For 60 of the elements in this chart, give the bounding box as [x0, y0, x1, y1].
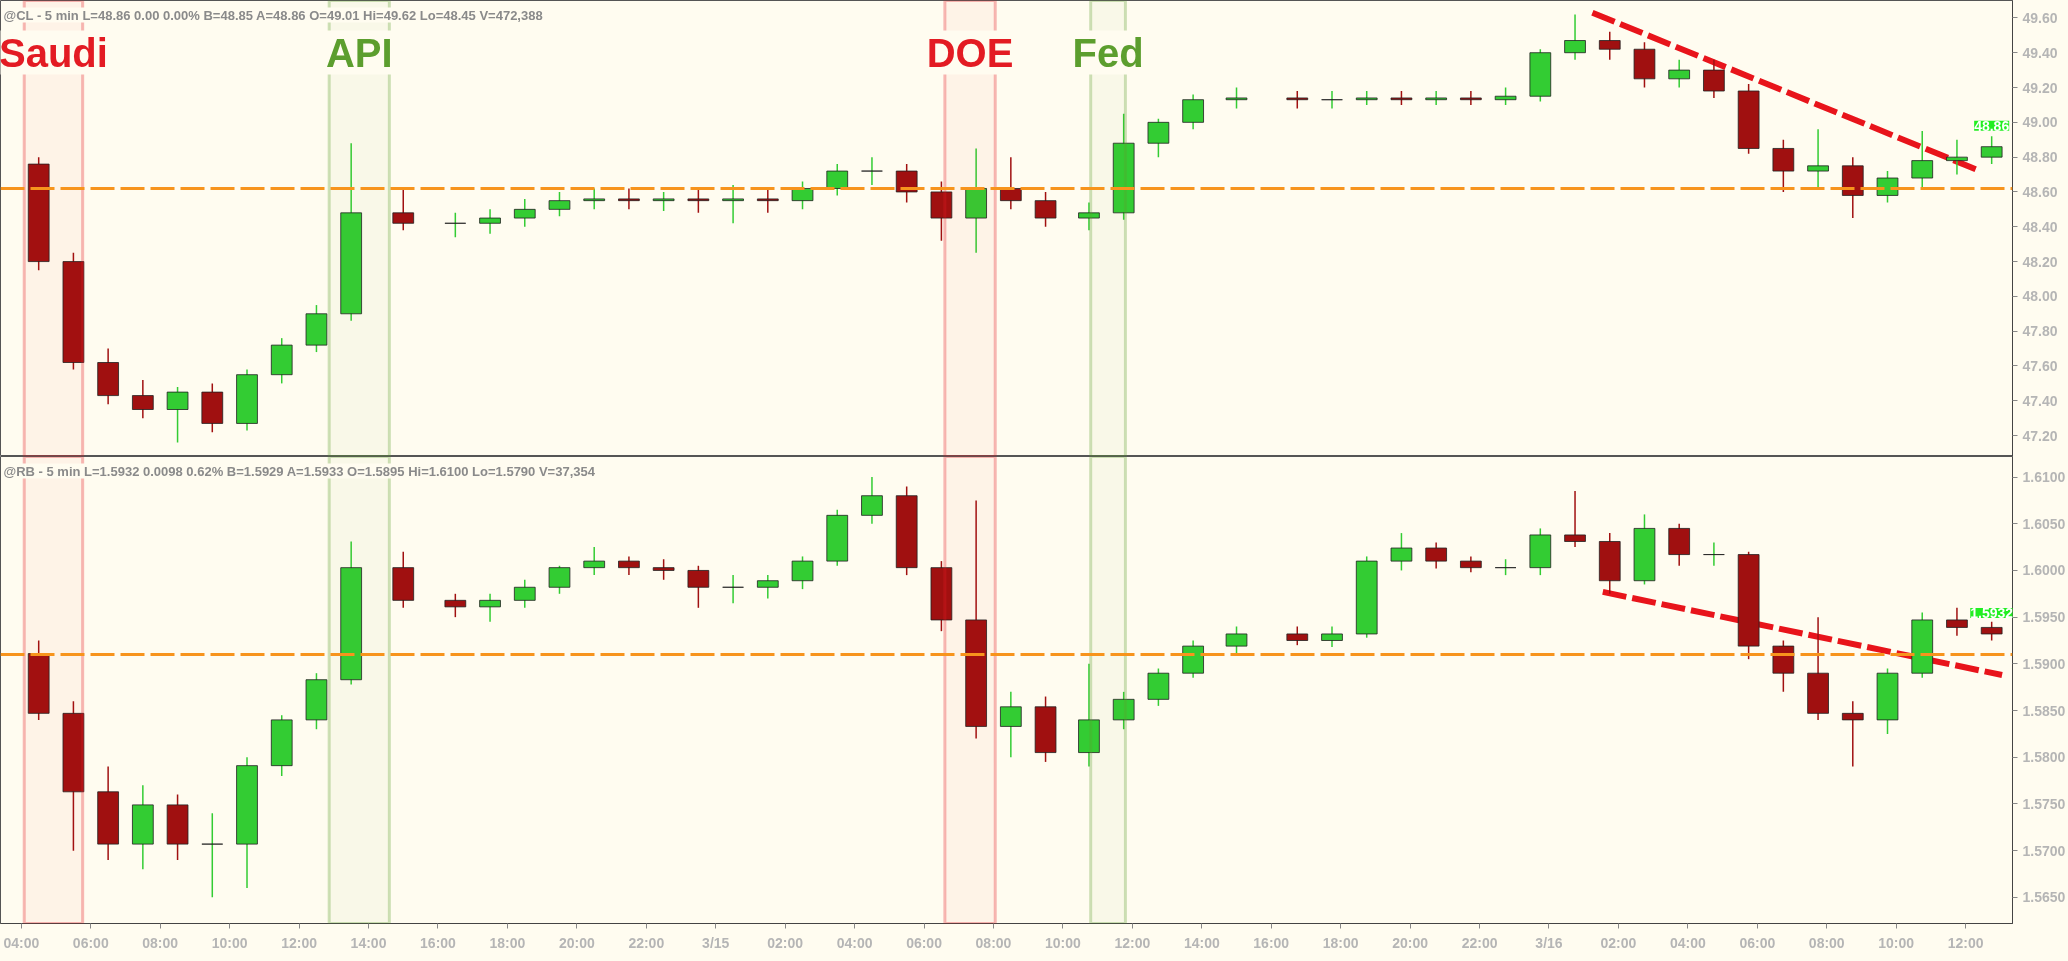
y-tick-label: 1.5900 — [2022, 655, 2066, 672]
x-tick-label: 04:00 — [1669, 934, 1706, 951]
band-label: DOE — [926, 30, 1014, 75]
y-tick-label: 1.6000 — [2022, 562, 2066, 579]
x-tick-label: 08:00 — [1808, 934, 1845, 951]
x-tick-label: 14:00 — [350, 934, 387, 951]
y-tick-label: 48.60 — [2022, 183, 2058, 200]
y-tick-label: 1.5700 — [2022, 842, 2066, 859]
y-tick-label: 48.00 — [2022, 288, 2058, 305]
x-tick-label: 08:00 — [975, 934, 1012, 951]
annotation: @CL - 5 min L=48.86 0.00 0.00% B=48.85 A=48.86 O=49.01 Hi=49.62 Lo=48.45 V=472,388 — [3, 7, 543, 23]
x-tick-label: 20:00 — [558, 934, 595, 951]
x-tick-label: 06:00 — [72, 934, 109, 951]
x-tick-label: 20:00 — [1392, 934, 1429, 951]
x-tick-label: 04:00 — [3, 934, 40, 951]
y-tick-label: 1.5750 — [2022, 795, 2066, 812]
y-tick-label: 49.60 — [2022, 9, 2058, 26]
x-tick-label: 10:00 — [211, 934, 248, 951]
x-tick-label: 06:00 — [1739, 934, 1776, 951]
x-tick-label: 18:00 — [1322, 934, 1359, 951]
x-tick-label: 3/15 — [702, 934, 730, 951]
y-tick-label: 47.80 — [2022, 323, 2058, 340]
x-tick-label: 08:00 — [142, 934, 179, 951]
band-label: API — [325, 30, 393, 75]
y-tick-label: 47.20 — [2022, 427, 2058, 444]
y-tick-label: 1.6100 — [2022, 469, 2066, 486]
x-tick-label: 3/16 — [1535, 934, 1563, 951]
y-tick-label: 1.5650 — [2022, 889, 2066, 906]
x-tick-label: 12:00 — [1114, 934, 1151, 951]
x-tick-label: 10:00 — [1878, 934, 1915, 951]
y-tick-label: 48.40 — [2022, 218, 2058, 235]
band-label: Saudi — [0, 30, 108, 75]
x-tick-label: 16:00 — [420, 934, 457, 951]
band-label: Fed — [1072, 30, 1144, 75]
x-tick-label: 18:00 — [489, 934, 526, 951]
x-tick-label: 02:00 — [1600, 934, 1637, 951]
y-tick-label: 47.40 — [2022, 392, 2058, 409]
y-tick-label: 1.5950 — [2022, 609, 2066, 626]
y-tick-label: 1.5850 — [2022, 702, 2066, 719]
annotation: @RB - 5 min L=1.5932 0.0098 0.62% B=1.5929 A=1.5933 O=1.5895 Hi=1.6100 Lo=1.5790 V=37,354 — [3, 463, 596, 479]
x-tick-label: 22:00 — [628, 934, 665, 951]
y-tick-label: 49.40 — [2022, 44, 2058, 61]
x-tick-label: 12:00 — [1947, 934, 1984, 951]
x-tick-label: 12:00 — [281, 934, 318, 951]
annotation: 48.86 — [1974, 117, 2010, 134]
annotation: 1.5932 — [1970, 604, 2014, 621]
y-tick-label: 48.20 — [2022, 253, 2058, 270]
x-tick-label: 02:00 — [767, 934, 804, 951]
y-tick-label: 48.80 — [2022, 149, 2058, 166]
y-tick-label: 49.20 — [2022, 79, 2058, 96]
y-tick-label: 1.5800 — [2022, 749, 2066, 766]
y-tick-label: 47.60 — [2022, 358, 2058, 374]
x-tick-label: 22:00 — [1461, 934, 1498, 951]
y-tick-label: 49.00 — [2022, 114, 2058, 131]
x-tick-label: 10:00 — [1045, 934, 1082, 951]
x-tick-label: 06:00 — [906, 934, 943, 951]
x-tick-label: 04:00 — [836, 934, 873, 951]
x-tick-label: 16:00 — [1253, 934, 1290, 951]
y-tick-label: 1.6050 — [2022, 515, 2066, 532]
x-tick-label: 14:00 — [1183, 934, 1220, 951]
